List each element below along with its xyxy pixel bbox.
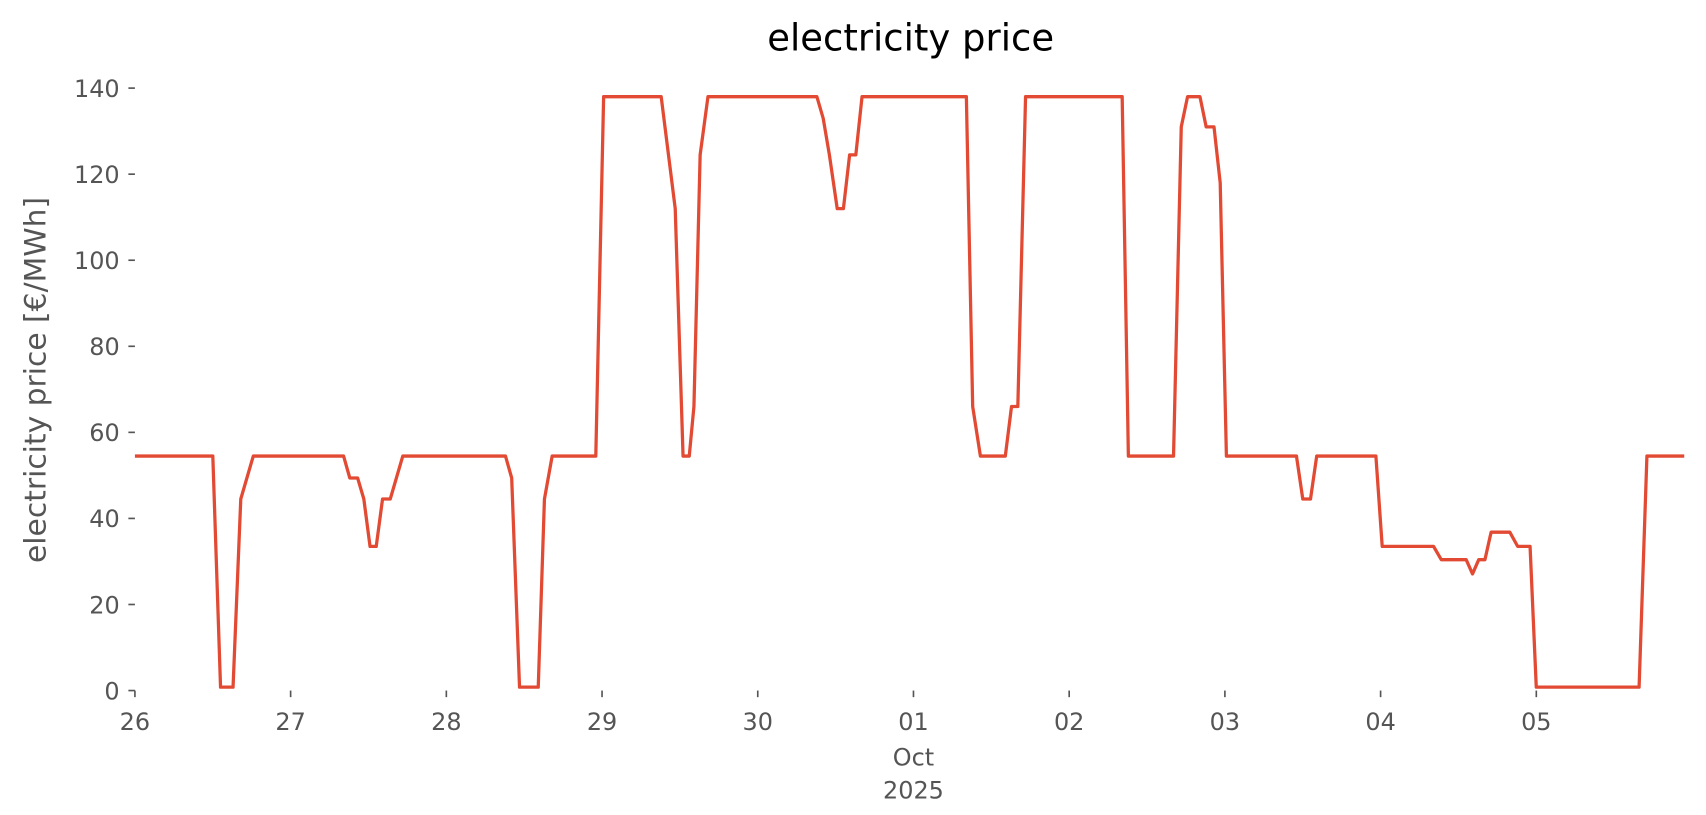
x-tick-label: 03 — [1210, 708, 1240, 736]
x-tick-label: 29 — [587, 708, 617, 736]
x-tick-label: 26 — [120, 708, 150, 736]
chart-title: electricity price — [767, 15, 1054, 59]
x-tick-label: 02 — [1054, 708, 1084, 736]
x-tick-label: 28 — [431, 708, 461, 736]
y-tick-label: 100 — [74, 247, 120, 275]
y-tick-label: 140 — [74, 75, 120, 103]
y-tick-label: 60 — [89, 419, 119, 447]
y-tick-label: 120 — [74, 161, 120, 189]
x-tick-label: 27 — [275, 708, 305, 736]
x-month-label: Oct — [893, 743, 934, 771]
y-tick-label: 0 — [104, 677, 119, 705]
x-tick-label: 04 — [1365, 708, 1395, 736]
x-year-label: 2025 — [883, 776, 944, 804]
price-line — [134, 95, 1685, 689]
y-tick-label: 20 — [89, 591, 119, 619]
y-axis-label: electricity price [€/MWh] — [19, 197, 53, 563]
y-tick-label: 80 — [89, 333, 119, 361]
y-tick-label: 40 — [89, 505, 119, 533]
x-tick-label: 05 — [1521, 708, 1551, 736]
x-tick-label: 01 — [898, 708, 928, 736]
x-tick-label: 30 — [743, 708, 773, 736]
